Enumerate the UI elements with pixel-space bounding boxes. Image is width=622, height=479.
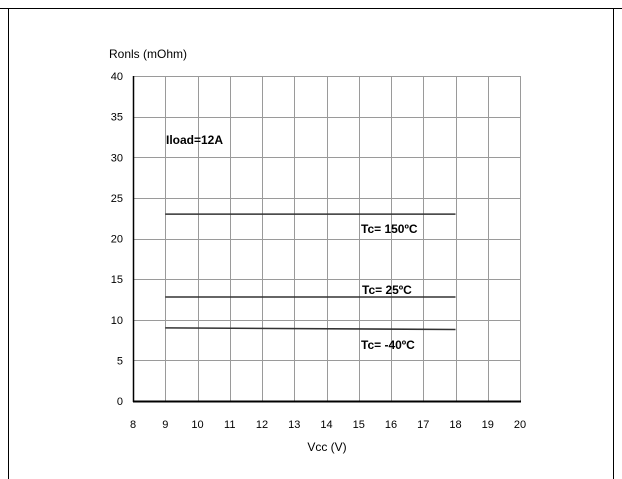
x-axis-label: Vcc (V) <box>307 440 346 454</box>
x-tick-label: 19 <box>482 419 494 431</box>
y-tick-label: 40 <box>111 71 123 83</box>
x-tick-label: 8 <box>130 419 136 431</box>
axes <box>132 76 521 403</box>
x-tick-label: 12 <box>256 419 268 431</box>
series-line-minus40c <box>165 327 456 331</box>
x-tick-label: 16 <box>385 419 397 431</box>
series-group <box>165 213 456 331</box>
x-tick-label: 18 <box>449 419 461 431</box>
x-tick-label: 14 <box>320 419 332 431</box>
series-label-25c: Tc= 25ºC <box>362 283 412 297</box>
tick-labels: 8 9 10 11 12 13 14 15 16 17 18 19 20 0 5 10 15 20 25 30 35 40 <box>111 71 526 431</box>
x-tick-label: 9 <box>162 419 168 431</box>
x-tick-label: 17 <box>417 419 429 431</box>
y-tick-label: 25 <box>111 193 123 205</box>
y-axis-label: Ronls (mOhm) <box>109 47 187 61</box>
x-tick-label: 10 <box>191 419 203 431</box>
x-tick-label: 13 <box>288 419 300 431</box>
x-tick-label: 20 <box>514 419 526 431</box>
series-label-150c: Tc= 150ºC <box>361 222 418 236</box>
x-tick-label: 15 <box>353 419 365 431</box>
y-tick-label: 15 <box>111 274 123 286</box>
grid <box>133 76 521 401</box>
annotation-iload: Iload=12A <box>166 133 223 147</box>
y-tick-label: 30 <box>111 152 123 164</box>
series-label-minus40c: Tc= -40ºC <box>361 338 415 352</box>
x-tick-label: 11 <box>224 419 235 431</box>
y-tick-label: 10 <box>111 315 123 327</box>
y-tick-label: 20 <box>111 234 123 246</box>
y-tick-label: 0 <box>117 396 123 408</box>
y-tick-label: 35 <box>111 112 123 124</box>
y-tick-label: 5 <box>117 355 123 367</box>
